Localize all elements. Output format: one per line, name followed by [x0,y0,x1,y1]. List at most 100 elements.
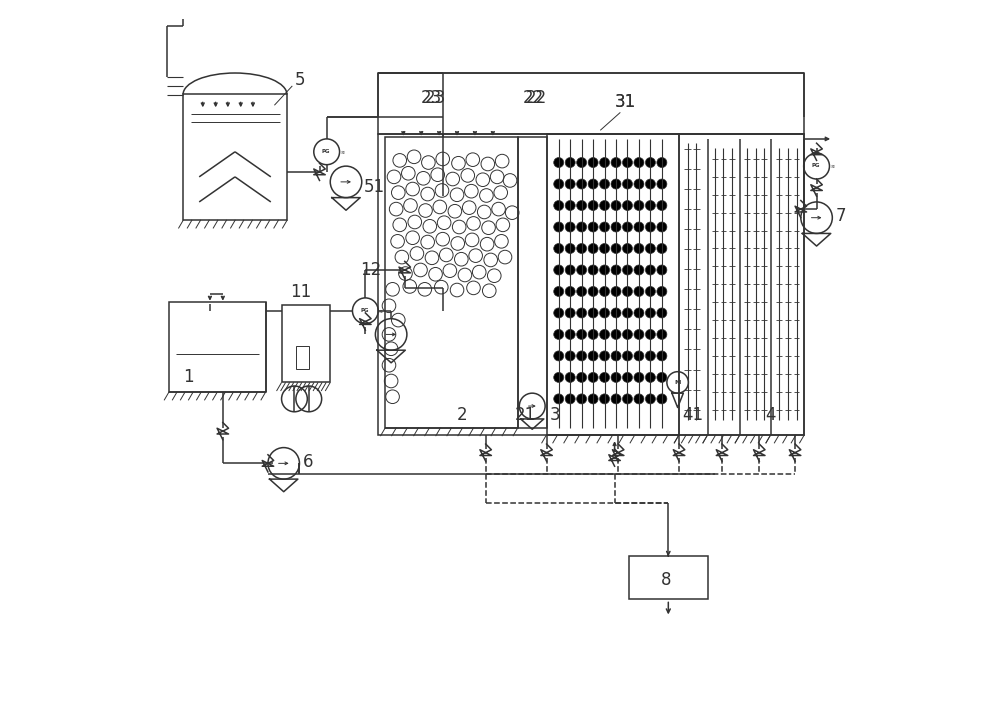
Circle shape [554,286,564,296]
Circle shape [588,265,598,275]
Circle shape [600,179,610,189]
Circle shape [577,244,587,254]
Circle shape [600,308,610,318]
Circle shape [657,201,667,211]
Bar [378,134,804,435]
Circle shape [588,179,598,189]
Text: 7: 7 [835,207,846,225]
Text: M: M [674,380,681,385]
Circle shape [645,394,655,404]
Text: 12: 12 [360,261,382,279]
Circle shape [588,329,598,339]
Text: PG: PG [812,163,820,168]
Circle shape [611,179,621,189]
Circle shape [645,222,655,232]
Circle shape [645,329,655,339]
Circle shape [622,308,633,318]
Circle shape [554,201,564,211]
Circle shape [634,265,644,275]
Circle shape [634,286,644,296]
Circle shape [611,286,621,296]
Circle shape [657,351,667,361]
Circle shape [577,308,587,318]
Circle shape [622,179,633,189]
Circle shape [657,394,667,404]
Text: 22: 22 [523,89,544,107]
Text: 3: 3 [550,406,561,424]
Text: ≋: ≋ [830,164,834,169]
Bar [282,305,330,383]
Bar [518,137,547,428]
Text: 11: 11 [290,283,311,301]
Circle shape [600,244,610,254]
Circle shape [611,244,621,254]
Text: 41: 41 [683,406,704,424]
Circle shape [634,244,644,254]
Circle shape [600,265,610,275]
Circle shape [588,244,598,254]
Circle shape [600,222,610,232]
Circle shape [622,265,633,275]
Circle shape [554,179,564,189]
Text: ≋: ≋ [379,308,383,313]
Circle shape [611,372,621,383]
Circle shape [622,394,633,404]
Circle shape [565,179,575,189]
Circle shape [588,201,598,211]
Circle shape [634,394,644,404]
Text: 8: 8 [661,571,672,589]
Text: 2: 2 [457,406,468,424]
Circle shape [657,286,667,296]
Circle shape [565,351,575,361]
Circle shape [622,222,633,232]
Bar [183,94,287,220]
Circle shape [645,286,655,296]
Circle shape [611,265,621,275]
Circle shape [565,265,575,275]
Bar [169,302,266,392]
Circle shape [565,157,575,168]
Circle shape [622,244,633,254]
Text: 21: 21 [514,406,536,424]
Text: PG: PG [322,149,330,154]
Circle shape [600,351,610,361]
Circle shape [657,372,667,383]
Circle shape [657,265,667,275]
Circle shape [645,157,655,168]
Circle shape [645,308,655,318]
Text: 22: 22 [526,89,547,107]
Circle shape [634,179,644,189]
Circle shape [554,157,564,168]
Circle shape [600,372,610,383]
Text: 51: 51 [364,178,385,196]
Circle shape [645,244,655,254]
Bar [296,346,309,369]
Bar [629,557,708,600]
Circle shape [611,394,621,404]
Circle shape [657,157,667,168]
Circle shape [554,372,564,383]
Circle shape [645,201,655,211]
Circle shape [577,222,587,232]
Circle shape [645,265,655,275]
Circle shape [565,201,575,211]
Text: ≋: ≋ [340,150,344,155]
Circle shape [657,308,667,318]
Bar [385,137,518,428]
Circle shape [588,351,598,361]
Circle shape [577,265,587,275]
Circle shape [577,394,587,404]
Circle shape [634,329,644,339]
Circle shape [577,372,587,383]
Text: 4: 4 [765,406,776,424]
Text: 23: 23 [421,89,442,107]
Circle shape [622,351,633,361]
Circle shape [577,157,587,168]
Circle shape [577,201,587,211]
Circle shape [622,286,633,296]
Circle shape [634,351,644,361]
Circle shape [600,394,610,404]
Circle shape [600,329,610,339]
Circle shape [634,308,644,318]
Circle shape [577,351,587,361]
